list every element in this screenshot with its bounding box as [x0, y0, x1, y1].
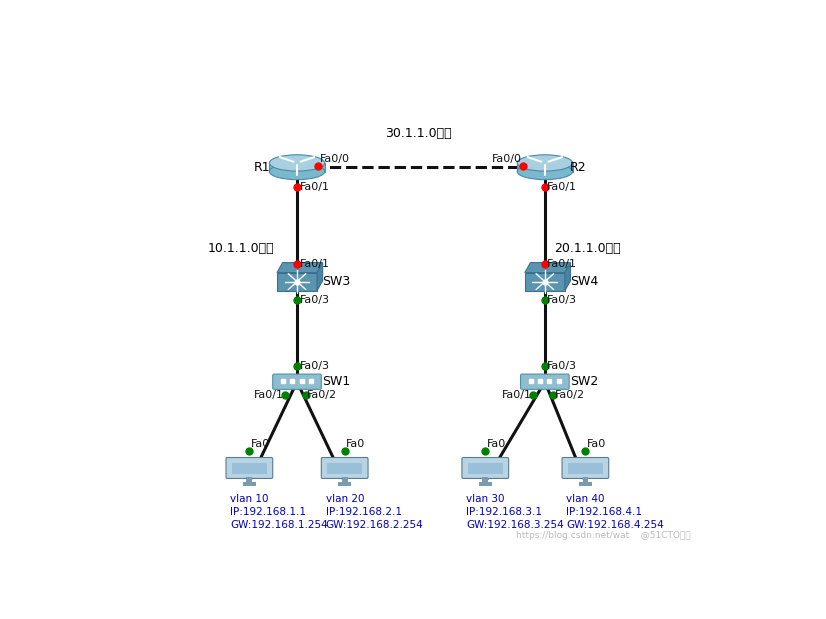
- FancyBboxPatch shape: [269, 163, 325, 171]
- Text: SW1: SW1: [322, 375, 350, 388]
- Text: Fa0/3: Fa0/3: [299, 295, 330, 305]
- Ellipse shape: [269, 163, 325, 180]
- Text: Fa0/3: Fa0/3: [548, 361, 577, 371]
- FancyBboxPatch shape: [246, 477, 252, 482]
- FancyBboxPatch shape: [517, 163, 572, 171]
- FancyBboxPatch shape: [478, 482, 492, 486]
- Text: R1: R1: [254, 161, 271, 174]
- FancyBboxPatch shape: [567, 462, 603, 474]
- Text: 20.1.1.0网段: 20.1.1.0网段: [554, 242, 621, 255]
- Text: Fa0/3: Fa0/3: [548, 295, 577, 305]
- Text: Fa0/1: Fa0/1: [299, 182, 330, 193]
- FancyBboxPatch shape: [273, 374, 321, 389]
- FancyBboxPatch shape: [327, 462, 363, 474]
- Text: SW3: SW3: [322, 275, 350, 288]
- Text: Fa0: Fa0: [251, 439, 270, 449]
- FancyBboxPatch shape: [321, 457, 368, 478]
- FancyBboxPatch shape: [525, 272, 565, 291]
- FancyBboxPatch shape: [579, 482, 592, 486]
- Text: R2: R2: [570, 161, 586, 174]
- Text: Fa0/1: Fa0/1: [548, 182, 577, 193]
- Text: Fa0/2: Fa0/2: [307, 390, 337, 400]
- Text: vlan 10
IP:192.168.1.1
GW:192.168.1.254: vlan 10 IP:192.168.1.1 GW:192.168.1.254: [230, 494, 328, 530]
- Text: vlan 40
IP:192.168.4.1
GW:192.168.4.254: vlan 40 IP:192.168.4.1 GW:192.168.4.254: [567, 494, 664, 530]
- FancyBboxPatch shape: [243, 482, 256, 486]
- FancyBboxPatch shape: [232, 462, 267, 474]
- FancyBboxPatch shape: [468, 462, 503, 474]
- FancyBboxPatch shape: [226, 457, 273, 478]
- Text: Fa0/1: Fa0/1: [501, 390, 531, 400]
- FancyBboxPatch shape: [277, 272, 317, 291]
- Text: Fa0/2: Fa0/2: [555, 390, 585, 400]
- Ellipse shape: [517, 163, 572, 180]
- Text: Fa0: Fa0: [487, 439, 506, 449]
- FancyBboxPatch shape: [462, 457, 509, 478]
- Text: https://blog.csdn.net/wat    @51CTO博客: https://blog.csdn.net/wat @51CTO博客: [516, 532, 691, 540]
- Text: vlan 20
IP:192.168.2.1
GW:192.168.2.254: vlan 20 IP:192.168.2.1 GW:192.168.2.254: [325, 494, 424, 530]
- Ellipse shape: [269, 155, 325, 171]
- Text: 10.1.1.0网段: 10.1.1.0网段: [208, 242, 274, 255]
- Text: Fa0/0: Fa0/0: [492, 154, 522, 165]
- Text: Fa0: Fa0: [586, 439, 606, 449]
- Ellipse shape: [517, 155, 572, 171]
- Polygon shape: [525, 262, 571, 272]
- Text: SW2: SW2: [570, 375, 598, 388]
- Text: vlan 30
IP:192.168.3.1
GW:192.168.3.254: vlan 30 IP:192.168.3.1 GW:192.168.3.254: [466, 494, 564, 530]
- Text: SW4: SW4: [570, 275, 598, 288]
- Polygon shape: [277, 262, 323, 272]
- Text: Fa0/3: Fa0/3: [299, 361, 330, 371]
- FancyBboxPatch shape: [482, 477, 488, 482]
- FancyBboxPatch shape: [562, 457, 609, 478]
- FancyBboxPatch shape: [342, 477, 348, 482]
- FancyBboxPatch shape: [520, 374, 569, 389]
- Text: 30.1.1.0网段: 30.1.1.0网段: [385, 128, 452, 141]
- Polygon shape: [317, 262, 323, 291]
- FancyBboxPatch shape: [582, 477, 588, 482]
- FancyBboxPatch shape: [338, 482, 351, 486]
- Text: Fa0/0: Fa0/0: [320, 154, 350, 165]
- Polygon shape: [565, 262, 571, 291]
- Text: Fa0/1: Fa0/1: [548, 259, 577, 269]
- Text: Fa0/1: Fa0/1: [254, 390, 283, 400]
- Text: Fa0/1: Fa0/1: [299, 259, 330, 269]
- Text: Fa0: Fa0: [346, 439, 365, 449]
